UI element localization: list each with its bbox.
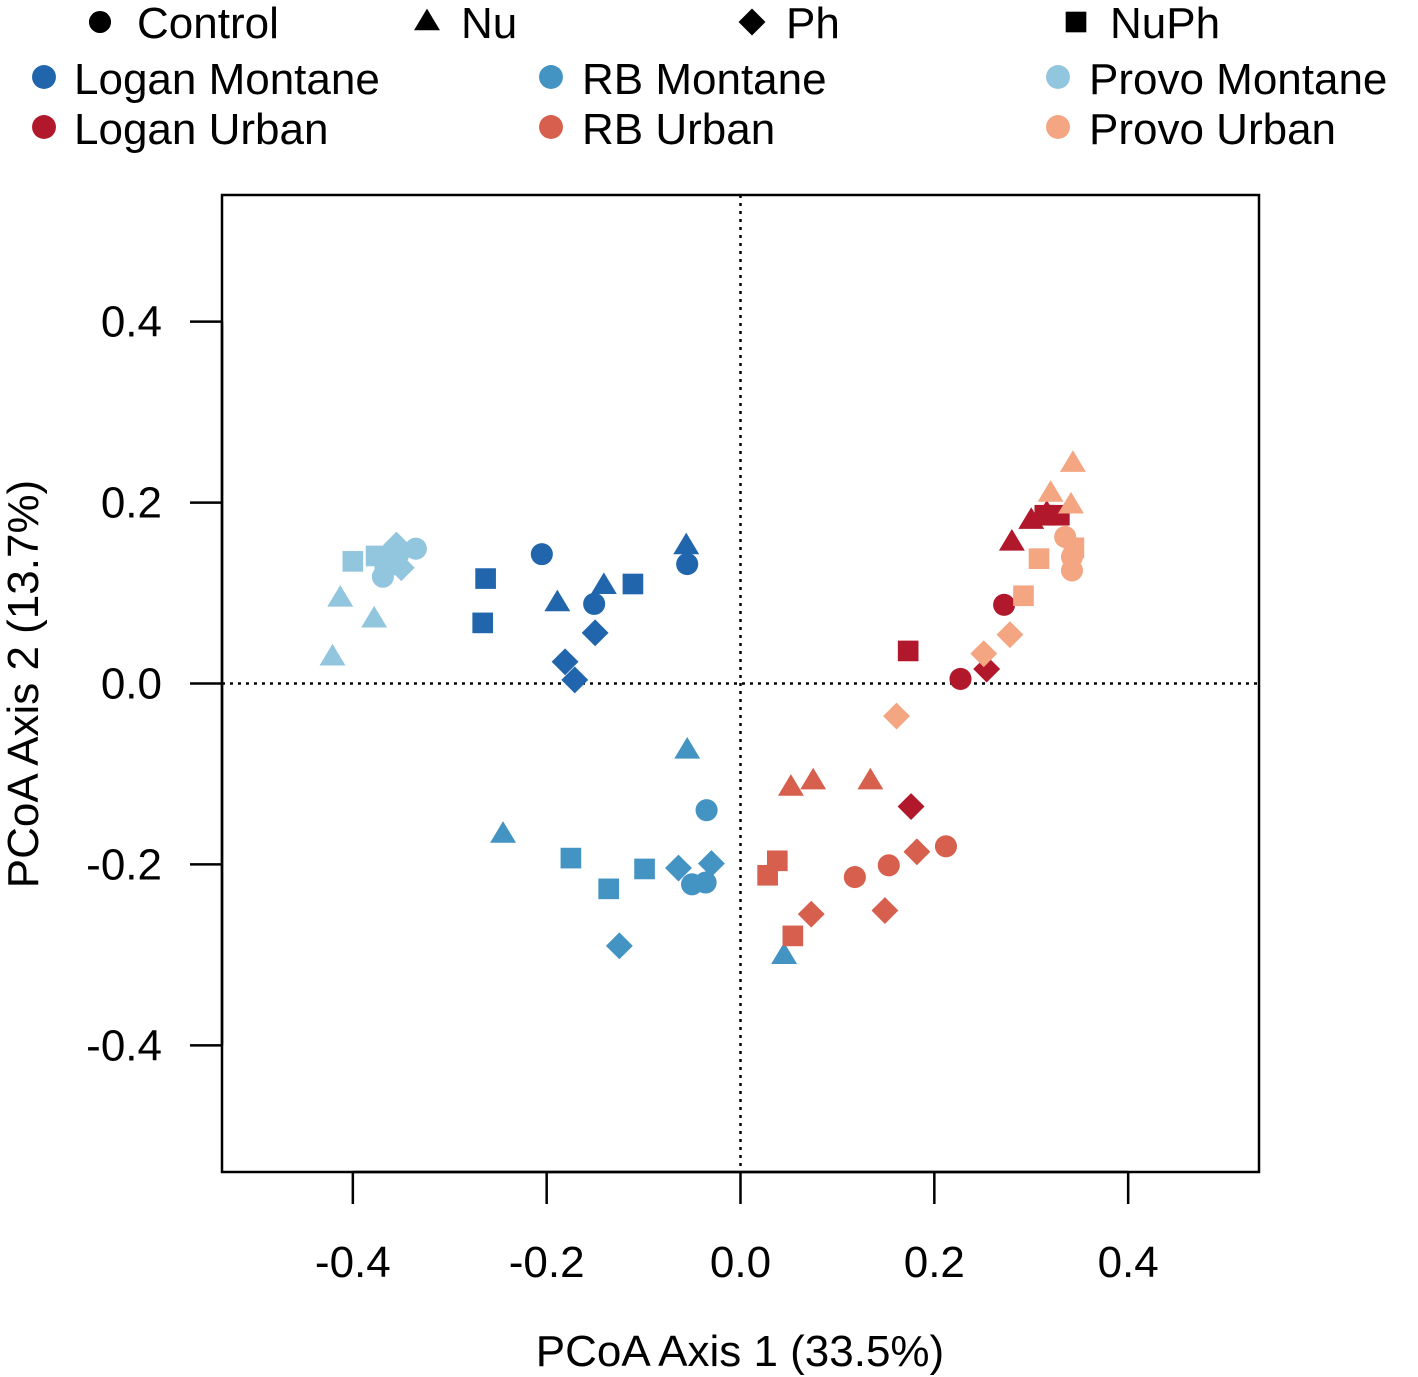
x-tick-label: 0.2 bbox=[904, 1238, 965, 1287]
x-axis: -0.4 -0.2 0.0 0.2 0.4 bbox=[315, 1170, 1159, 1287]
point-rb-urban-diamond bbox=[871, 897, 899, 925]
point-rb-urban-triangle bbox=[800, 767, 827, 790]
point-provo-urban-diamond bbox=[996, 621, 1024, 649]
point-rb-montane-square bbox=[634, 858, 655, 880]
point-rb-montane-triangle bbox=[490, 821, 517, 843]
point-rb-montane-diamond bbox=[697, 850, 725, 877]
point-logan-urban-square bbox=[897, 640, 919, 662]
point-logan-montane-diamond bbox=[551, 648, 579, 676]
legend-label-provo-montane: Provo Montane bbox=[1089, 55, 1387, 104]
legend-label-provo-urban: Provo Urban bbox=[1089, 105, 1336, 154]
y-axis-title: PCoA Axis 2 (13.7%) bbox=[0, 480, 48, 888]
point-logan-montane-square bbox=[475, 568, 496, 589]
point-provo-urban-square bbox=[1013, 585, 1034, 607]
point-provo-urban-triangle bbox=[1059, 450, 1086, 472]
point-rb-montane-circle bbox=[695, 799, 718, 822]
point-provo-montane-triangle bbox=[319, 643, 346, 666]
point-provo-urban-square bbox=[1028, 548, 1050, 569]
point-logan-montane-triangle bbox=[544, 589, 571, 612]
legend-label-rb-montane: RB Montane bbox=[582, 55, 827, 104]
point-rb-montane-triangle bbox=[674, 737, 701, 759]
point-rb-urban-square bbox=[782, 925, 804, 947]
point-logan-montane-circle bbox=[676, 553, 699, 576]
point-rb-urban-circle bbox=[843, 866, 866, 889]
y-tick-label: 0.4 bbox=[101, 298, 162, 347]
point-provo-montane-triangle bbox=[327, 585, 354, 607]
point-provo-urban-triangle bbox=[1058, 491, 1084, 514]
point-provo-urban-triangle bbox=[1037, 480, 1064, 502]
point-logan-urban-circle bbox=[993, 593, 1016, 616]
point-rb-urban-circle bbox=[877, 854, 900, 877]
y-tick-label: -0.4 bbox=[86, 1021, 162, 1070]
point-rb-urban-square bbox=[757, 864, 778, 886]
point-rb-urban-diamond bbox=[903, 838, 931, 866]
legend-label-nu: Nu bbox=[461, 0, 517, 48]
shape-legend: Control Nu Ph NuPh bbox=[88, 0, 1220, 48]
point-logan-montane-circle bbox=[530, 543, 553, 566]
point-logan-urban-diamond bbox=[897, 793, 925, 820]
point-provo-montane-triangle bbox=[361, 605, 388, 628]
legend-label-nuph: NuPh bbox=[1110, 0, 1220, 48]
point-rb-montane-square bbox=[598, 878, 620, 900]
legend-logan-montane-swatch-icon bbox=[32, 65, 56, 89]
point-rb-urban-circle bbox=[934, 835, 958, 858]
point-rb-montane-circle bbox=[694, 871, 717, 894]
x-tick-label: 0.0 bbox=[710, 1238, 771, 1287]
legend-triangle-icon bbox=[414, 8, 440, 31]
point-provo-montane-square bbox=[342, 551, 364, 572]
point-provo-urban-circle bbox=[1060, 559, 1083, 582]
point-provo-montane-square bbox=[374, 554, 396, 576]
point-rb-montane-triangle bbox=[771, 942, 798, 965]
x-tick-label: -0.4 bbox=[315, 1238, 391, 1287]
legend-provo-urban-swatch-icon bbox=[1046, 115, 1070, 139]
data-points bbox=[319, 450, 1086, 965]
legend-label-ph: Ph bbox=[786, 0, 840, 48]
legend-diamond-icon bbox=[738, 8, 766, 36]
y-tick-label: -0.2 bbox=[86, 840, 162, 889]
point-logan-montane-square bbox=[622, 573, 644, 595]
point-rb-montane-square bbox=[560, 847, 582, 869]
legend-label-logan-urban: Logan Urban bbox=[74, 105, 328, 154]
point-provo-urban-diamond bbox=[883, 702, 910, 730]
point-logan-urban-triangle bbox=[998, 528, 1025, 551]
x-axis-title: PCoA Axis 1 (33.5%) bbox=[536, 1327, 944, 1376]
color-legend: Logan Montane RB Montane Provo Montane Loga… bbox=[32, 55, 1387, 154]
point-logan-montane-diamond bbox=[561, 666, 589, 694]
legend-label-rb-urban: RB Urban bbox=[582, 105, 775, 154]
plot-area bbox=[220, 193, 1261, 1174]
point-logan-montane-triangle bbox=[673, 532, 700, 555]
point-logan-montane-square bbox=[472, 612, 494, 634]
legend-provo-montane-swatch-icon bbox=[1046, 65, 1070, 89]
x-tick-label: -0.2 bbox=[509, 1238, 585, 1287]
point-logan-montane-diamond bbox=[581, 619, 609, 647]
legend-rb-montane-swatch-icon bbox=[539, 65, 563, 89]
x-tick-label: 0.4 bbox=[1098, 1238, 1159, 1287]
legend-logan-urban-swatch-icon bbox=[32, 115, 56, 139]
y-axis: -0.4 -0.2 0.0 0.2 0.4 bbox=[86, 298, 224, 1070]
point-logan-montane-circle bbox=[583, 592, 606, 615]
point-rb-urban-triangle bbox=[777, 774, 804, 796]
point-rb-montane-diamond bbox=[665, 854, 692, 882]
legend-label-logan-montane: Logan Montane bbox=[74, 55, 380, 104]
legend-label-control: Control bbox=[137, 0, 279, 48]
point-provo-montane-circle bbox=[404, 537, 427, 560]
point-rb-urban-diamond bbox=[797, 900, 825, 928]
point-logan-urban-circle bbox=[949, 667, 972, 691]
point-logan-montane-triangle bbox=[590, 572, 617, 595]
y-tick-label: 0.2 bbox=[101, 479, 162, 528]
point-provo-urban-square bbox=[1063, 537, 1085, 559]
legend-square-icon bbox=[1065, 11, 1087, 33]
legend-rb-urban-swatch-icon bbox=[539, 115, 563, 139]
legend-circle-icon bbox=[88, 10, 112, 34]
point-rb-montane-diamond bbox=[605, 932, 633, 960]
point-provo-urban-diamond bbox=[970, 640, 998, 668]
y-tick-label: 0.0 bbox=[101, 660, 162, 709]
point-rb-urban-triangle bbox=[857, 767, 884, 790]
